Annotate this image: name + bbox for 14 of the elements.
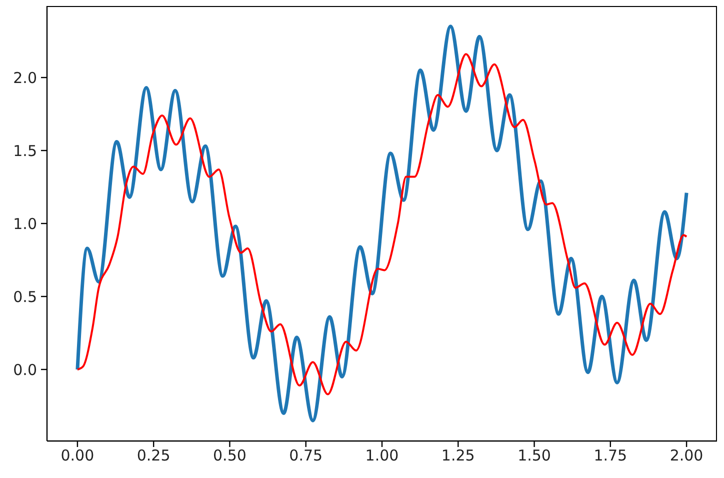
x-tick-label: 0.25 [136,446,170,465]
x-tick-label: 0.50 [213,446,246,465]
x-tick-label: 2.00 [670,446,704,465]
y-tick-label: 1.0 [13,214,37,233]
x-tick-label: 1.25 [441,446,475,465]
x-tick-label: 0.00 [60,446,94,465]
x-tick-label: 1.50 [518,446,551,465]
x-tick-label: 1.75 [594,446,628,465]
x-tick-label: 0.75 [289,446,323,465]
y-tick-label: 0.5 [13,288,37,306]
x-tick-label: 1.00 [365,446,399,465]
y-tick-label: 2.0 [13,68,37,87]
y-tick-label: 0.0 [13,360,37,379]
y-tick-label: 1.5 [13,142,37,160]
